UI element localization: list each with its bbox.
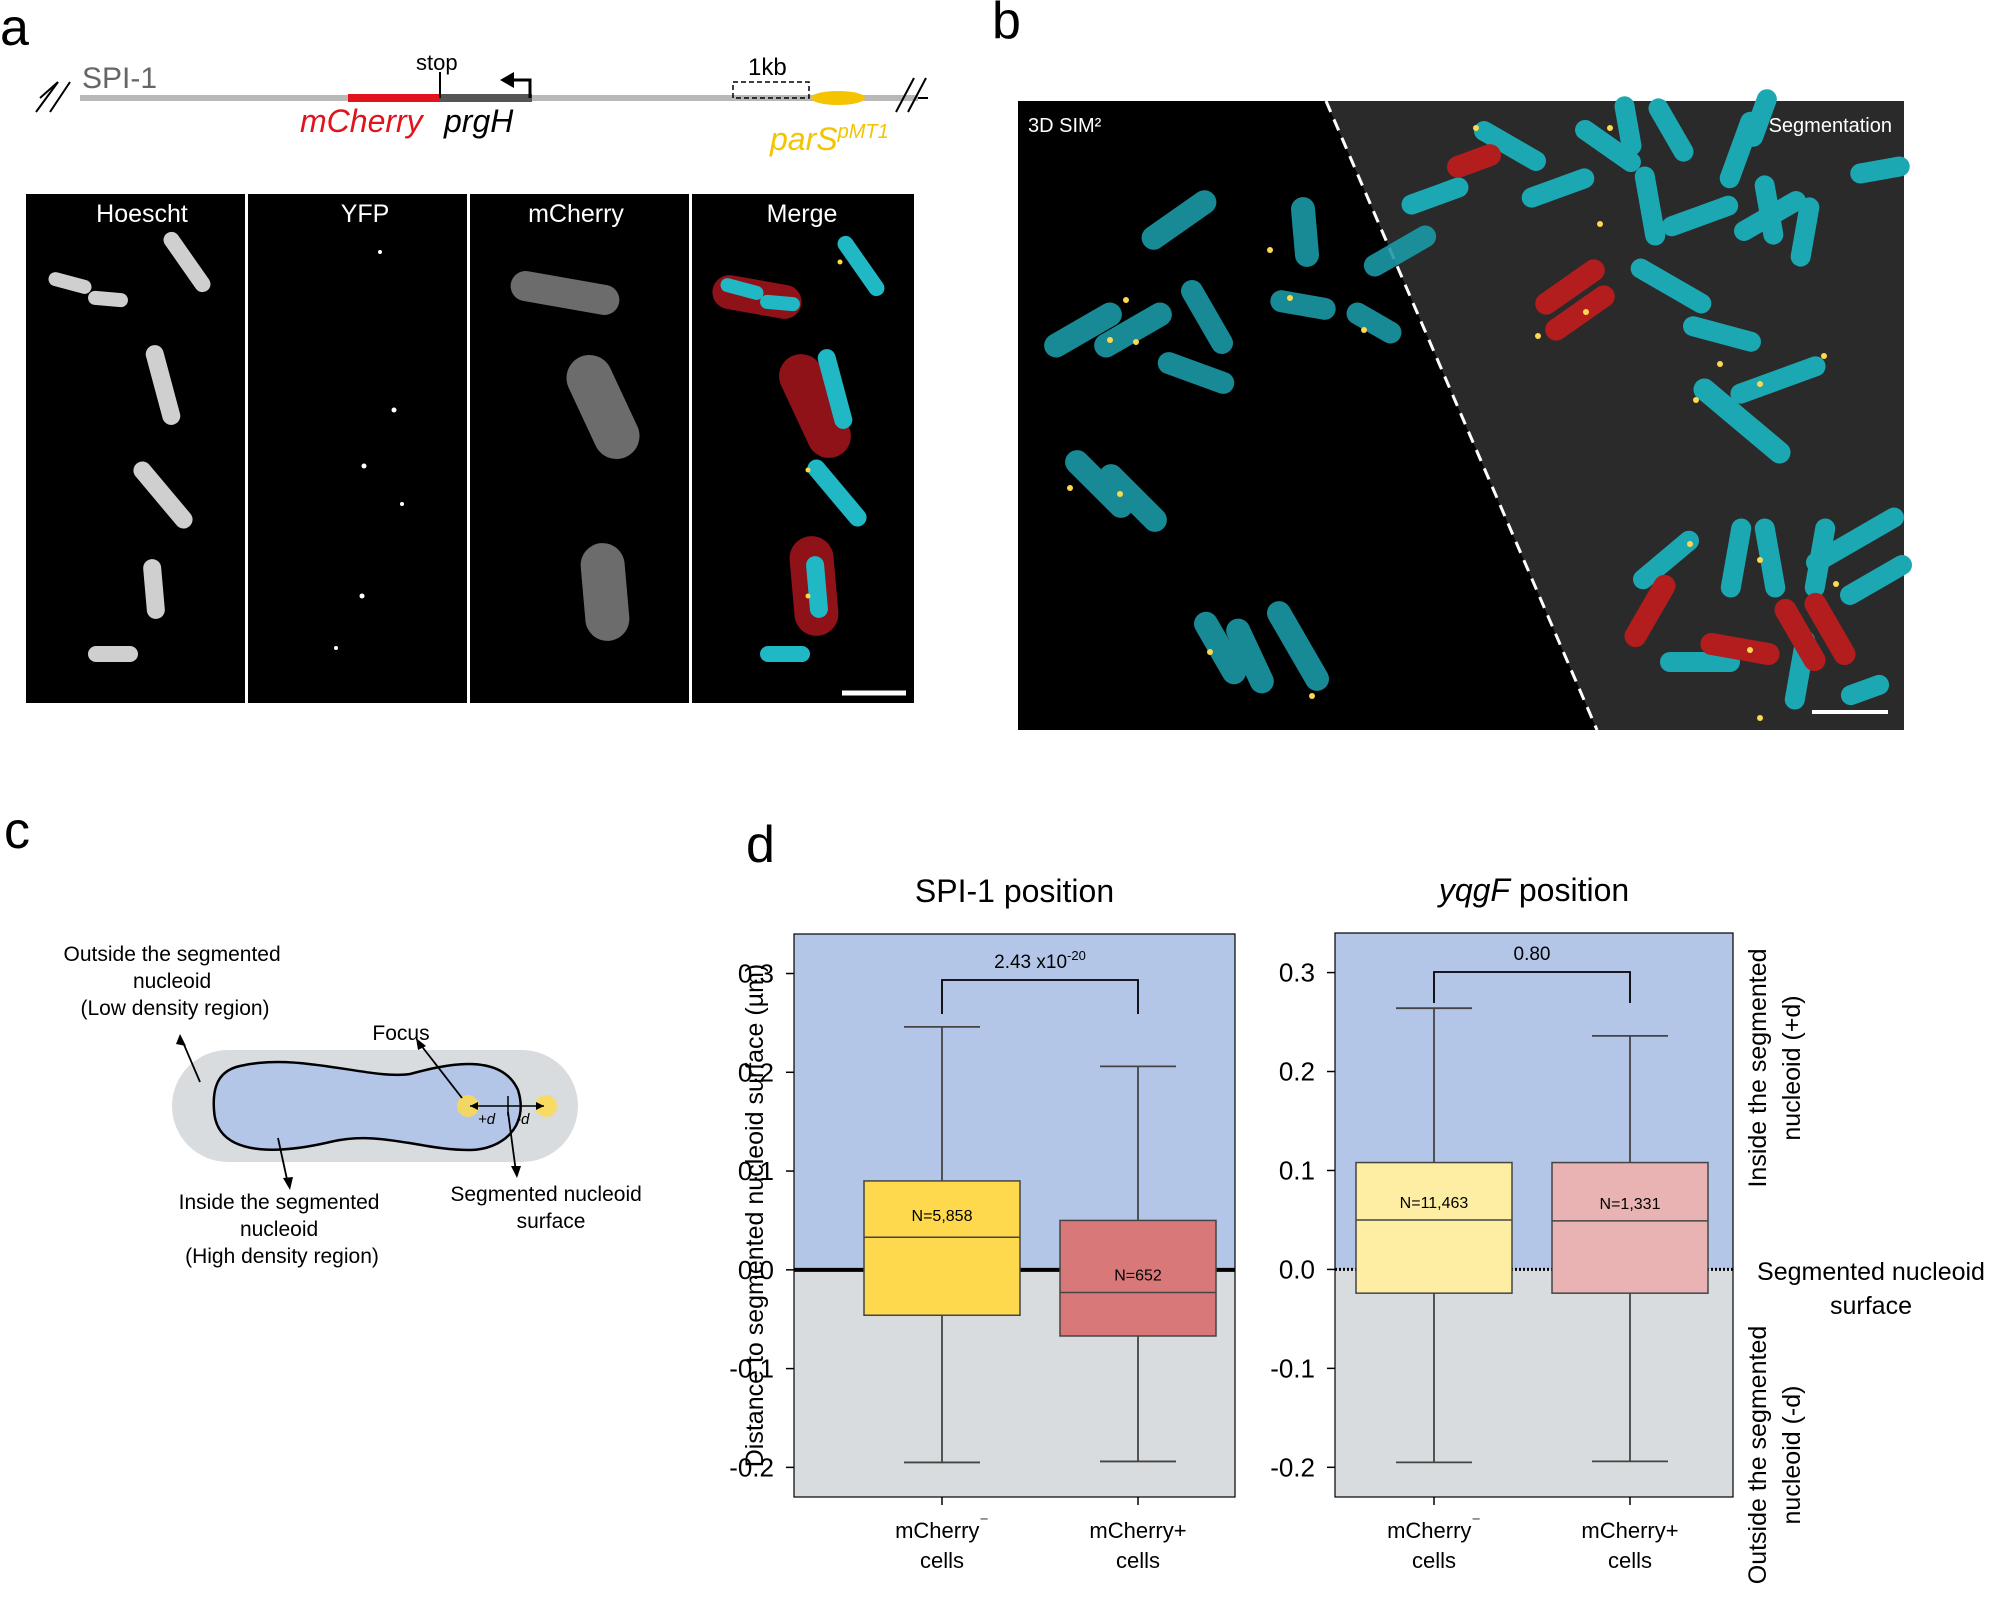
outside-label: Outside the segmented nucleoid (Low dens… (64, 943, 287, 1020)
box-body (863, 1180, 1021, 1317)
minus-d-label: -d (516, 1111, 530, 1128)
significance-bracket: 0.80 (1433, 944, 1631, 1003)
p-value: 2.43 x10-20 (994, 948, 1086, 973)
chart-1: 0.3 0.2 0.1 0.0 -0.1 -0.2 N=5,858 mCherry⁻ cells… (729, 873, 1236, 1573)
spi1-label: SPI-1 (82, 62, 157, 95)
mcherry-label: mCherry (300, 103, 425, 139)
promoter-arrow (508, 78, 532, 98)
panel-letter-d: d (746, 816, 775, 874)
prgh-label: prgH (443, 103, 514, 139)
scale-label: 1kb (748, 54, 787, 81)
x-tick-label: mCherry+ (1581, 1518, 1678, 1543)
box-1: N=11,463 (1355, 1007, 1513, 1464)
y-tick-label: -0.2 (729, 1452, 774, 1482)
y-tick-label: -0.2 (1270, 1452, 1315, 1482)
segmentation-label: Segmentation (1769, 115, 1892, 137)
n-label: N=5,858 (912, 1208, 973, 1225)
surface-side-label: Segmented nucleoid (1757, 1258, 1985, 1286)
microscopy-strips: Hoescht YFP mCherry Merge (26, 194, 914, 703)
surface-label: Segmented nucleoid surface (450, 1183, 647, 1233)
scale-box (732, 81, 810, 99)
box-body (1551, 1161, 1709, 1294)
pars-site (811, 91, 865, 105)
n-label: N=11,463 (1400, 1195, 1469, 1212)
x-tick-label-2: cells (1608, 1548, 1652, 1573)
chart-title: SPI-1 position (915, 873, 1114, 909)
divider-line (1324, 100, 1599, 731)
sim-label: 3D SIM² (1028, 115, 1102, 137)
significance-bracket: 2.43 x10-20 (941, 948, 1139, 1014)
schematic: +d -d Outside the segmented nucleoid (Lo… (64, 943, 647, 1268)
y-tick-label: 0.0 (1279, 1254, 1315, 1284)
y-tick-label: 0.0 (738, 1255, 774, 1285)
plot-frame (1334, 932, 1734, 1498)
x-tick-label: mCherry⁻ (1387, 1512, 1481, 1543)
p-value: 0.80 (1514, 944, 1551, 965)
box-2: N=652 (1059, 1065, 1217, 1463)
panel-letter-a: a (0, 0, 29, 57)
box-body (1355, 1161, 1513, 1294)
segmentation-region (1326, 101, 1904, 730)
stop-label: stop (416, 50, 458, 75)
y-tick-label: 0.1 (738, 1156, 774, 1186)
chart-2: 0.3 0.2 0.1 0.0 -0.1 -0.2 N=11,463 mCherry⁻ cell… (1270, 872, 1985, 1584)
panel-letter-b: b (992, 0, 1021, 50)
x-tick-label-2: cells (1116, 1548, 1160, 1573)
focus-label: Focus (372, 1022, 429, 1045)
plot-frame (793, 933, 1236, 1498)
y-tick-label: -0.1 (729, 1354, 774, 1384)
inside-side-label: Inside the segmented nucleoid (+d) (1744, 948, 1806, 1187)
plus-d-label: +d (478, 1111, 496, 1128)
x-tick-label-2: cells (1412, 1548, 1456, 1573)
inside-label: Inside the segmented nucleoid (High dens… (179, 1191, 386, 1268)
channel-mcherry: mCherry (528, 200, 624, 228)
nucleoid-outline (212, 1060, 522, 1152)
box-body (1059, 1219, 1217, 1337)
box-charts: 0.3 0.2 0.1 0.0 -0.1 -0.2 N=5,858 mCherry⁻ cells… (729, 872, 1985, 1584)
box-1: N=5,858 (863, 1025, 1021, 1464)
n-label: N=652 (1114, 1268, 1162, 1285)
channel-yfp: YFP (341, 200, 390, 228)
outside-side-label: Outside the segmented nucleoid (-d) (1744, 1326, 1806, 1585)
pars-label: parSpMT1 (769, 121, 889, 157)
sim-panel: 3D SIM² Segmentation (1018, 89, 1912, 731)
panel-letter-c: c (4, 802, 30, 860)
y-tick-label: 0.2 (1279, 1057, 1315, 1087)
x-tick-label: mCherry+ (1089, 1518, 1186, 1543)
y-tick-label: -0.1 (1270, 1353, 1315, 1383)
gene-map: SPI-1 stop mCherry prgH 1kb parSpMT1 (35, 50, 928, 157)
focus-inside (457, 1095, 479, 1117)
outside-region (1335, 1269, 1733, 1497)
channel-hoescht: Hoescht (96, 200, 188, 228)
y-tick-label: 0.2 (738, 1057, 774, 1087)
y-tick-label: 0.1 (1279, 1155, 1315, 1185)
chart-title: yqgF position (1437, 872, 1629, 908)
surface-side-label-2: surface (1830, 1292, 1912, 1320)
box-2: N=1,331 (1551, 1035, 1709, 1463)
x-tick-label-2: cells (920, 1548, 964, 1573)
x-tick-label: mCherry⁻ (895, 1512, 989, 1543)
focus-outside (535, 1095, 557, 1117)
y-tick-label: 0.3 (1279, 958, 1315, 988)
y-tick-label: 0.3 (738, 959, 774, 989)
y-axis-label: Distance to segmented nucleoid surface (… (741, 964, 769, 1468)
channel-merge: Merge (767, 200, 838, 228)
n-label: N=1,331 (1600, 1196, 1661, 1213)
